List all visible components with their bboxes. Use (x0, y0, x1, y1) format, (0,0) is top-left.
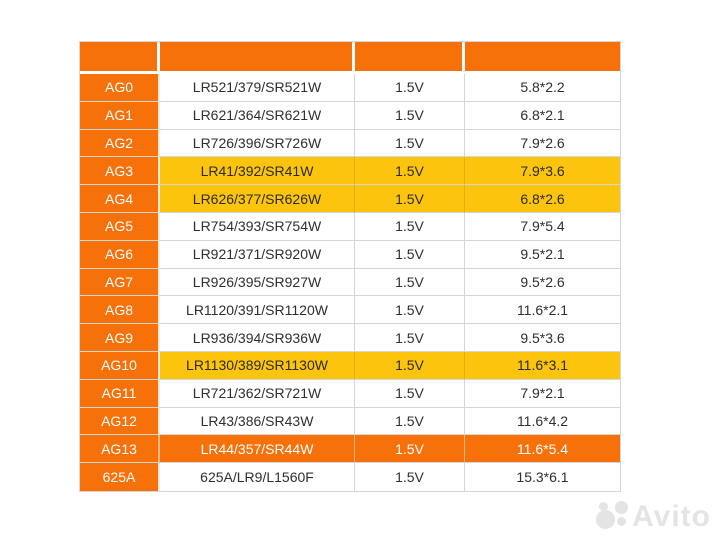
table-row: AG9 LR936/394/SR936W 1.5V 9.5*3.6 (80, 324, 620, 352)
table-row: AG12 LR43/386/SR43W 1.5V 11.6*4.2 (80, 407, 620, 436)
battery-size-table: AG0 LR521/379/SR521W 1.5V 5.8*2.2 AG1 LR… (79, 41, 621, 492)
battery-id: AG1 (80, 101, 160, 130)
watermark-text: Avito (632, 500, 711, 533)
battery-voltage: 1.5V (355, 296, 465, 325)
table-row: 625A 625A/LR9/L1560F 1.5V 15.3*6.1 (80, 463, 620, 491)
battery-model: LR626/377/SR626W (160, 185, 355, 213)
avito-logo-icon (596, 500, 629, 530)
battery-id: AG3 (80, 157, 160, 186)
battery-voltage: 1.5V (355, 240, 465, 269)
battery-voltage: 1.5V (355, 157, 465, 186)
battery-voltage: 1.5V (355, 212, 465, 241)
table-row: AG2 LR726/396/SR726W 1.5V 7.9*2.6 (80, 129, 620, 158)
battery-size: 7.9*5.4 (465, 213, 620, 241)
battery-size: 5.8*2.2 (465, 74, 620, 102)
battery-size: 6.8*2.6 (465, 185, 620, 213)
battery-model: LR621/364/SR621W (160, 101, 355, 130)
table-row: AG5 LR754/393/SR754W 1.5V 7.9*5.4 (80, 212, 620, 241)
battery-id: AG6 (80, 240, 160, 269)
battery-size: 9.5*3.6 (465, 324, 620, 352)
table-row: AG11 LR721/362/SR721W 1.5V 7.9*2.1 (80, 379, 620, 408)
header-cell-model (160, 42, 355, 74)
header-cell-voltage (355, 42, 465, 74)
battery-id: AG11 (80, 379, 160, 408)
battery-voltage: 1.5V (355, 101, 465, 130)
battery-id: AG5 (80, 212, 160, 241)
avito-watermark: Avito (596, 500, 711, 533)
battery-model: LR721/362/SR721W (160, 379, 355, 408)
battery-model: LR41/392/SR41W (160, 157, 355, 186)
table-row-highlight-yellow: AG10 LR1130/389/SR1130W 1.5V 11.6*3.1 (80, 351, 620, 380)
table-row: AG7 LR926/395/SR927W 1.5V 9.5*2.6 (80, 268, 620, 297)
battery-model: LR43/386/SR43W (160, 407, 355, 436)
battery-size: 15.3*6.1 (516, 469, 569, 486)
battery-size: 7.9*3.6 (465, 157, 620, 186)
battery-voltage: 1.5V (355, 463, 465, 491)
battery-id: 625A (80, 463, 160, 491)
battery-voltage: 1.5V (355, 268, 465, 297)
table-row: AG6 LR921/371/SR920W 1.5V 9.5*2.1 (80, 240, 620, 269)
battery-model: LR926/395/SR927W (160, 268, 355, 297)
battery-size: 11.6*4.2 (465, 408, 620, 436)
battery-id: AG12 (80, 407, 160, 436)
battery-model: LR754/393/SR754W (160, 212, 355, 241)
battery-id: AG4 (80, 185, 160, 213)
battery-model: LR521/379/SR521W (160, 74, 355, 102)
table-header-row (80, 42, 620, 74)
table-row: AG8 LR1120/391/SR1120W 1.5V 11.6*2.1 (80, 296, 620, 325)
battery-size: 11.6*2.1 (465, 296, 620, 325)
battery-voltage: 1.5V (355, 74, 465, 102)
table-row-highlight-yellow: AG4 LR626/377/SR626W 1.5V 6.8*2.6 (80, 185, 620, 213)
battery-id: AG0 (80, 74, 160, 102)
header-cell-size (465, 42, 620, 74)
battery-id: AG10 (80, 351, 160, 380)
battery-size: 7.9*2.6 (465, 130, 620, 158)
battery-model: LR44/357/SR44W (160, 435, 355, 464)
battery-voltage: 1.5V (355, 324, 465, 352)
battery-size: 6.8*2.1 (465, 102, 620, 130)
battery-size: 11.6*3.1 (465, 351, 620, 380)
table-row-highlight-orange: AG13 LR44/357/SR44W 1.5V 11.6*5.4 (80, 435, 620, 464)
table-row-highlight-yellow: AG3 LR41/392/SR41W 1.5V 7.9*3.6 (80, 157, 620, 186)
battery-id: AG7 (80, 268, 160, 297)
battery-model: LR936/394/SR936W (160, 324, 355, 352)
battery-model: 625A/LR9/L1560F (160, 463, 355, 491)
battery-id: AG8 (80, 296, 160, 325)
table-row: AG1 LR621/364/SR621W 1.5V 6.8*2.1 (80, 101, 620, 130)
battery-model: LR921/371/SR920W (160, 240, 355, 269)
battery-id: AG2 (80, 129, 160, 158)
table-row: AG0 LR521/379/SR521W 1.5V 5.8*2.2 (80, 74, 620, 102)
battery-size: 7.9*2.1 (465, 380, 620, 408)
battery-model: LR1120/391/SR1120W (160, 296, 355, 325)
battery-size: 11.6*5.4 (465, 435, 620, 464)
battery-model: LR726/396/SR726W (160, 129, 355, 158)
battery-id: AG9 (80, 324, 160, 352)
battery-voltage: 1.5V (355, 185, 465, 213)
battery-voltage: 1.5V (355, 351, 465, 380)
battery-voltage: 1.5V (355, 129, 465, 158)
battery-size: 9.5*2.1 (465, 241, 620, 269)
battery-voltage: 1.5V (355, 407, 465, 436)
header-cell-id (80, 42, 160, 74)
battery-model: LR1130/389/SR1130W (160, 351, 355, 380)
battery-voltage: 1.5V (355, 379, 465, 408)
battery-id: AG13 (80, 435, 160, 464)
battery-voltage: 1.5V (355, 435, 465, 464)
battery-size: 9.5*2.6 (465, 269, 620, 297)
